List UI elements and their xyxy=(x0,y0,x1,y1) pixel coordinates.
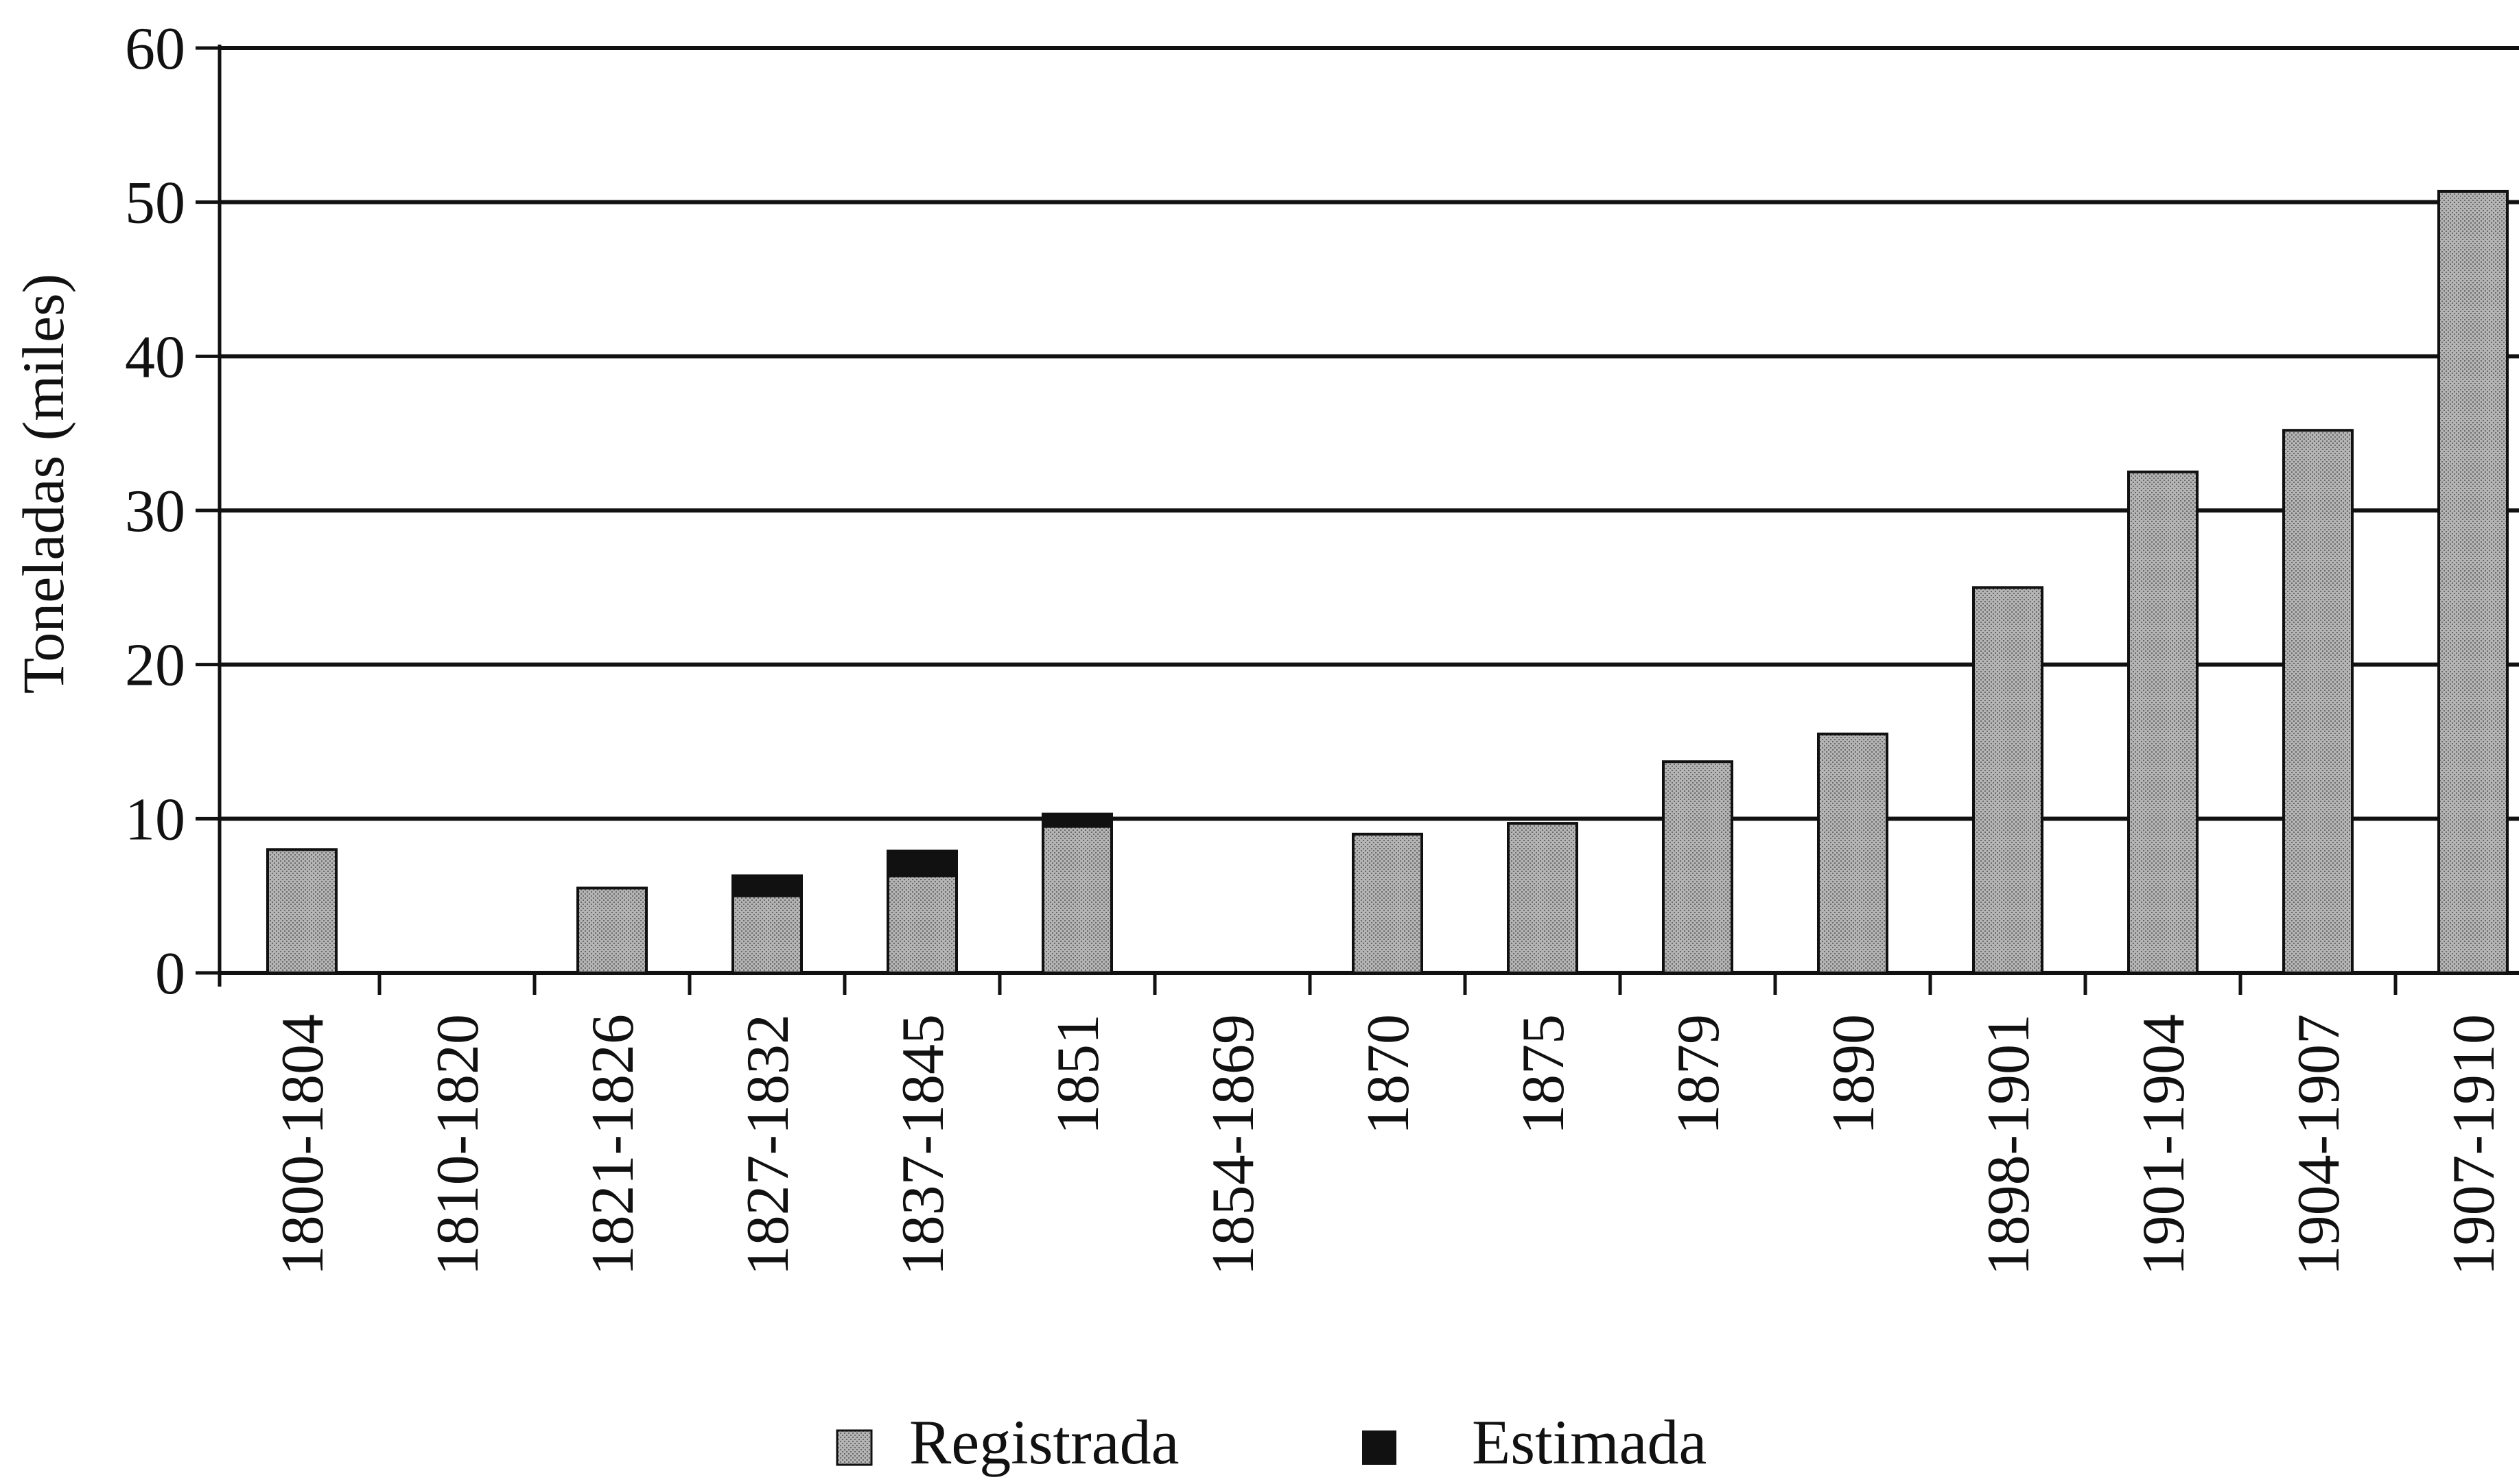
bar-registrada xyxy=(2127,470,2199,974)
legend-label-estimada: Estimada xyxy=(1472,1407,1707,1477)
bar-registrada xyxy=(1817,732,1888,975)
y-tick-label: 10 xyxy=(125,786,185,853)
x-tick-label: 1851 xyxy=(1045,1014,1112,1135)
x-tick-label: 1870 xyxy=(1355,1014,1422,1135)
y-tick-label: 0 xyxy=(155,941,185,1007)
bar-registrada xyxy=(2437,189,2509,975)
bar-estimada xyxy=(887,849,958,878)
x-tick-label: 1854-1869 xyxy=(1200,1014,1267,1275)
bar-registrada xyxy=(1662,760,1733,974)
bars xyxy=(266,189,2509,975)
x-tick-label: 1875 xyxy=(1510,1014,1577,1135)
x-tick-label: 1898-1901 xyxy=(1976,1014,2042,1275)
bar-registrada xyxy=(1352,832,1423,975)
bar-estimada xyxy=(731,874,803,897)
x-tick-label: 1901-1904 xyxy=(2131,1014,2197,1275)
legend: Registrada Estimada xyxy=(836,1407,1707,1477)
x-tick-label: 1821-1826 xyxy=(580,1014,646,1275)
x-tick-label: 1837-1845 xyxy=(890,1014,957,1275)
y-tick-label: 50 xyxy=(125,170,185,237)
bar-registrada xyxy=(1507,822,1578,975)
bar-registrada xyxy=(1042,825,1113,974)
y-axis-label: Toneladas (miles) xyxy=(10,274,76,694)
x-tick-label: 1879 xyxy=(1665,1014,1732,1135)
x-tick-label: 1800-1804 xyxy=(270,1014,336,1275)
x-tick-label: 1907-1910 xyxy=(2441,1014,2507,1275)
x-tick-labels: 1800-1804 1810-1820 1821-1826 1827-1832 1837… xyxy=(270,1014,2507,1275)
x-tick-label: 1904-1907 xyxy=(2286,1014,2352,1275)
x-tick-label: 1827-1832 xyxy=(735,1014,801,1275)
y-tick-label: 40 xyxy=(125,324,185,390)
x-tick-label: 1810-1820 xyxy=(425,1014,491,1275)
bar-registrada xyxy=(576,886,648,975)
legend-label-registrada: Registrada xyxy=(909,1407,1179,1477)
y-tick-label: 30 xyxy=(125,478,185,545)
y-tick-label: 20 xyxy=(125,633,185,699)
legend-swatch-estimada xyxy=(1362,1430,1396,1465)
bar-registrada xyxy=(887,874,958,974)
bar-registrada xyxy=(731,894,803,974)
x-tick-label: 1890 xyxy=(1820,1014,1887,1135)
legend-swatch-registrada xyxy=(836,1429,873,1466)
bar-registrada xyxy=(266,848,338,975)
bar-registrada xyxy=(1972,586,2043,974)
y-tick-labels: 0 10 20 30 40 50 60 xyxy=(125,16,185,1007)
bar-registrada xyxy=(2282,429,2354,974)
y-tick-label: 60 xyxy=(125,16,185,82)
bar-estimada xyxy=(1042,812,1113,828)
